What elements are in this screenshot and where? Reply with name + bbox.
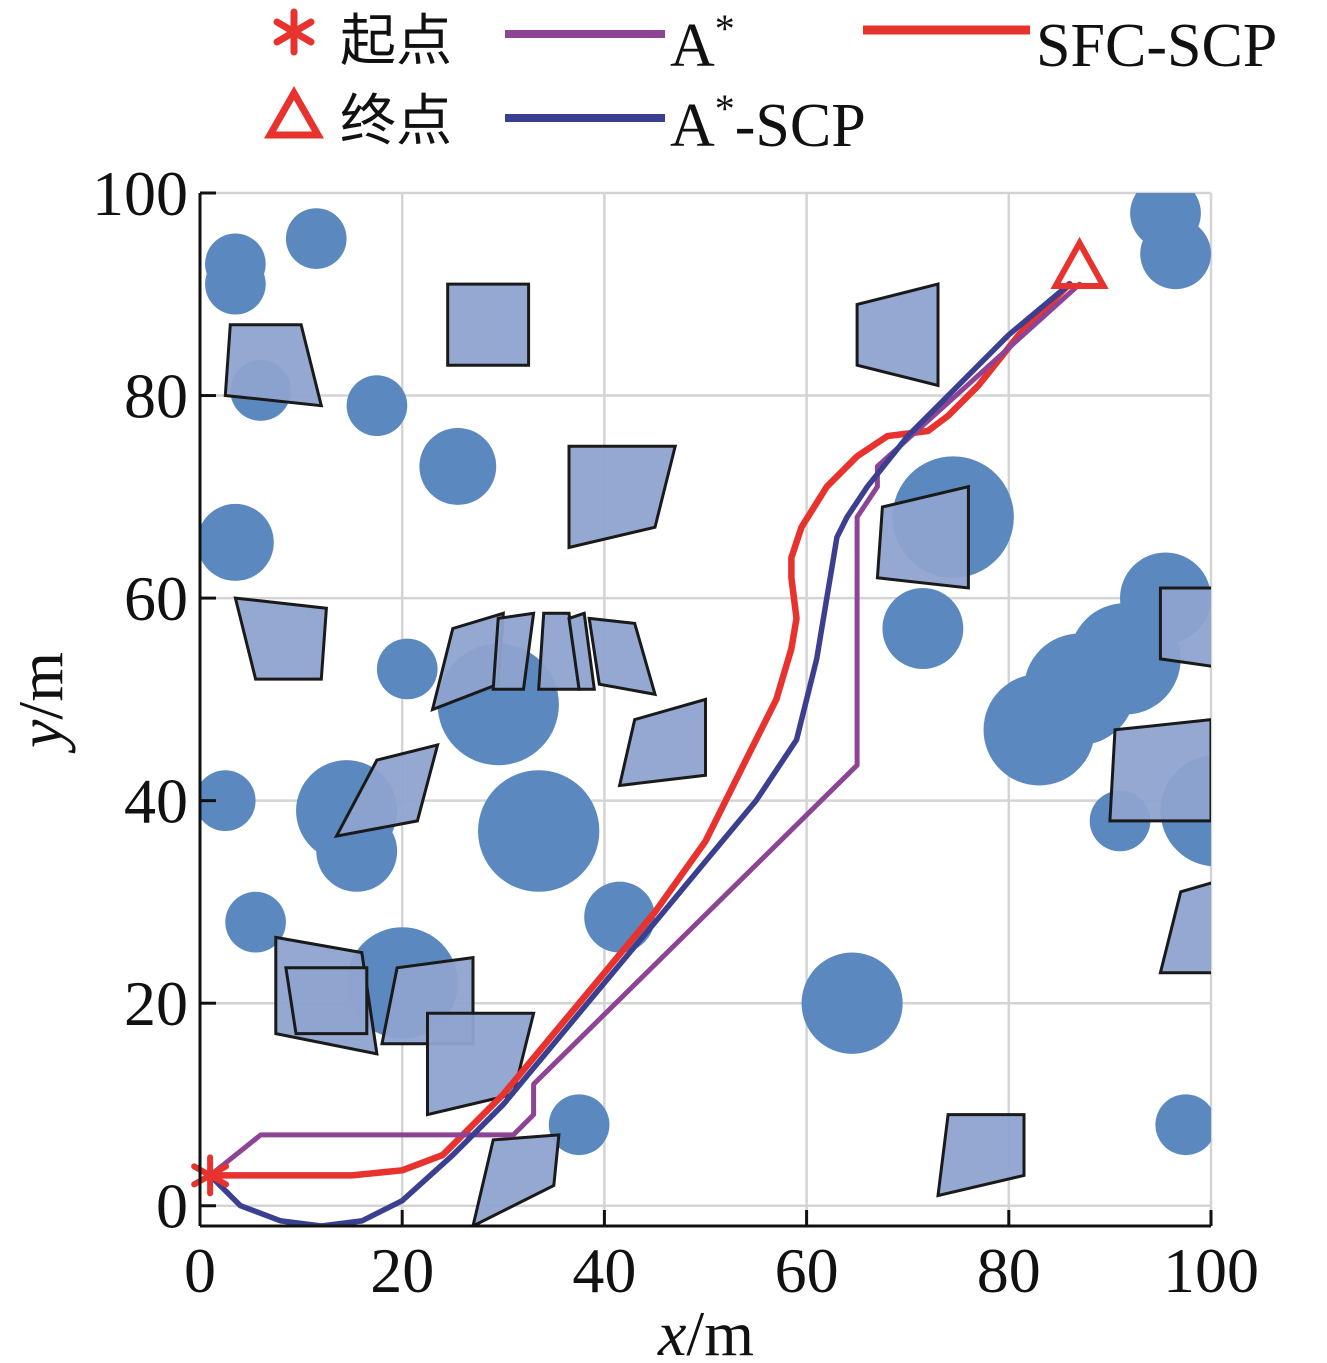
obstacle-polygon <box>617 697 707 788</box>
y-tick-label: 100 <box>92 158 188 229</box>
x-axis-unit: /m <box>686 1298 754 1363</box>
legend-label-astar: A <box>670 12 715 80</box>
obstacle-polygon <box>333 742 440 839</box>
obstacle-polygon <box>426 1011 536 1117</box>
x-tick-label: 100 <box>1163 1235 1259 1306</box>
obstacle-circle <box>200 503 274 581</box>
legend-item-goal: 终点 <box>263 85 452 154</box>
y-tick-label: 0 <box>156 1171 188 1242</box>
legend-label-astar-sup: * <box>715 6 735 51</box>
svg-text:y/m: y/m <box>5 652 76 754</box>
obstacle-polygon <box>567 611 597 691</box>
y-axis-var: y <box>5 719 76 754</box>
x-axis-var: x <box>657 1298 686 1363</box>
y-tick-label: 20 <box>124 968 188 1039</box>
obstacle-circle <box>376 638 438 700</box>
obstacle-polygon <box>223 323 324 408</box>
goal-marker <box>1050 236 1109 290</box>
legend-label-start: 起点 <box>340 9 452 74</box>
legend-item-start: 起点 <box>273 8 452 74</box>
obstacle-polygon <box>936 1113 1026 1198</box>
obstacle-polygon <box>875 484 970 590</box>
obstacle-polygon <box>855 282 940 388</box>
y-tick-label: 60 <box>124 563 188 634</box>
obstacle-circle <box>882 587 964 669</box>
obstacle-circle <box>200 770 256 832</box>
obstacle-circle <box>478 770 600 892</box>
goal-triangle-icon <box>263 85 325 139</box>
obstacle-circle <box>285 208 347 269</box>
legend-label-astar-scp: A <box>670 92 715 160</box>
obstacle-polygon <box>1158 586 1211 668</box>
obstacle-polygon <box>491 611 536 691</box>
obstacle-circle <box>346 375 408 437</box>
y-tick-label: 40 <box>124 766 188 837</box>
legend-label-sfc-scp: SFC-SCP <box>1036 12 1277 80</box>
start-asterisk-icon <box>273 8 315 56</box>
legend-label-astar-scp-suffix: -SCP <box>735 92 866 160</box>
obstacle-polygon <box>284 966 369 1036</box>
x-tick-label: 60 <box>775 1235 839 1306</box>
obstacles <box>200 193 1211 1226</box>
obstacle-polygon <box>446 282 531 367</box>
legend-item-sfc-scp: SFC-SCP <box>863 12 1277 80</box>
tick-labels: 0 20 40 60 80 100 0 20 40 60 80 100 <box>92 158 1259 1306</box>
y-axis-unit: /m <box>5 652 76 720</box>
obstacle-circle <box>419 427 497 505</box>
paths <box>206 280 1083 1226</box>
svg-text:A*-SCP: A*-SCP <box>670 86 866 160</box>
legend-item-astar: A* <box>505 6 735 80</box>
obstacle-polygon <box>471 1133 561 1226</box>
legend-label-astar-scp-sup: * <box>715 86 735 131</box>
obstacle-circle <box>801 952 903 1054</box>
legend-label-goal: 终点 <box>340 89 452 154</box>
obstacle-polygon <box>233 596 328 681</box>
obstacle-polygon <box>587 616 658 697</box>
obstacle-polygon <box>567 444 678 550</box>
obstacle-circle <box>548 1094 610 1156</box>
grid <box>198 191 1213 1226</box>
legend: 起点 终点 A* A*-SCP SFC-SCP <box>263 6 1277 160</box>
svg-text:A*: A* <box>670 6 735 80</box>
obstacle-polygon <box>1108 718 1211 823</box>
obstacle-circle <box>1140 218 1211 290</box>
obstacle-circle <box>205 233 266 295</box>
obstacle-circle <box>1155 1094 1211 1156</box>
obstacle-circle <box>316 810 398 892</box>
x-tick-label: 20 <box>370 1235 434 1306</box>
obstacle-circle <box>584 881 655 953</box>
obstacle-polygon <box>1158 881 1211 975</box>
obstacle-circle <box>225 891 286 953</box>
series-astar-scp <box>207 281 1073 1226</box>
x-tick-label: 80 <box>977 1235 1041 1306</box>
x-tick-label: 0 <box>184 1235 216 1306</box>
svg-text:x/m: x/m <box>657 1298 754 1363</box>
axes <box>198 191 1213 1228</box>
legend-item-astar-scp: A*-SCP <box>505 86 866 160</box>
y-tick-label: 80 <box>124 361 188 432</box>
x-tick-label: 40 <box>572 1235 636 1306</box>
